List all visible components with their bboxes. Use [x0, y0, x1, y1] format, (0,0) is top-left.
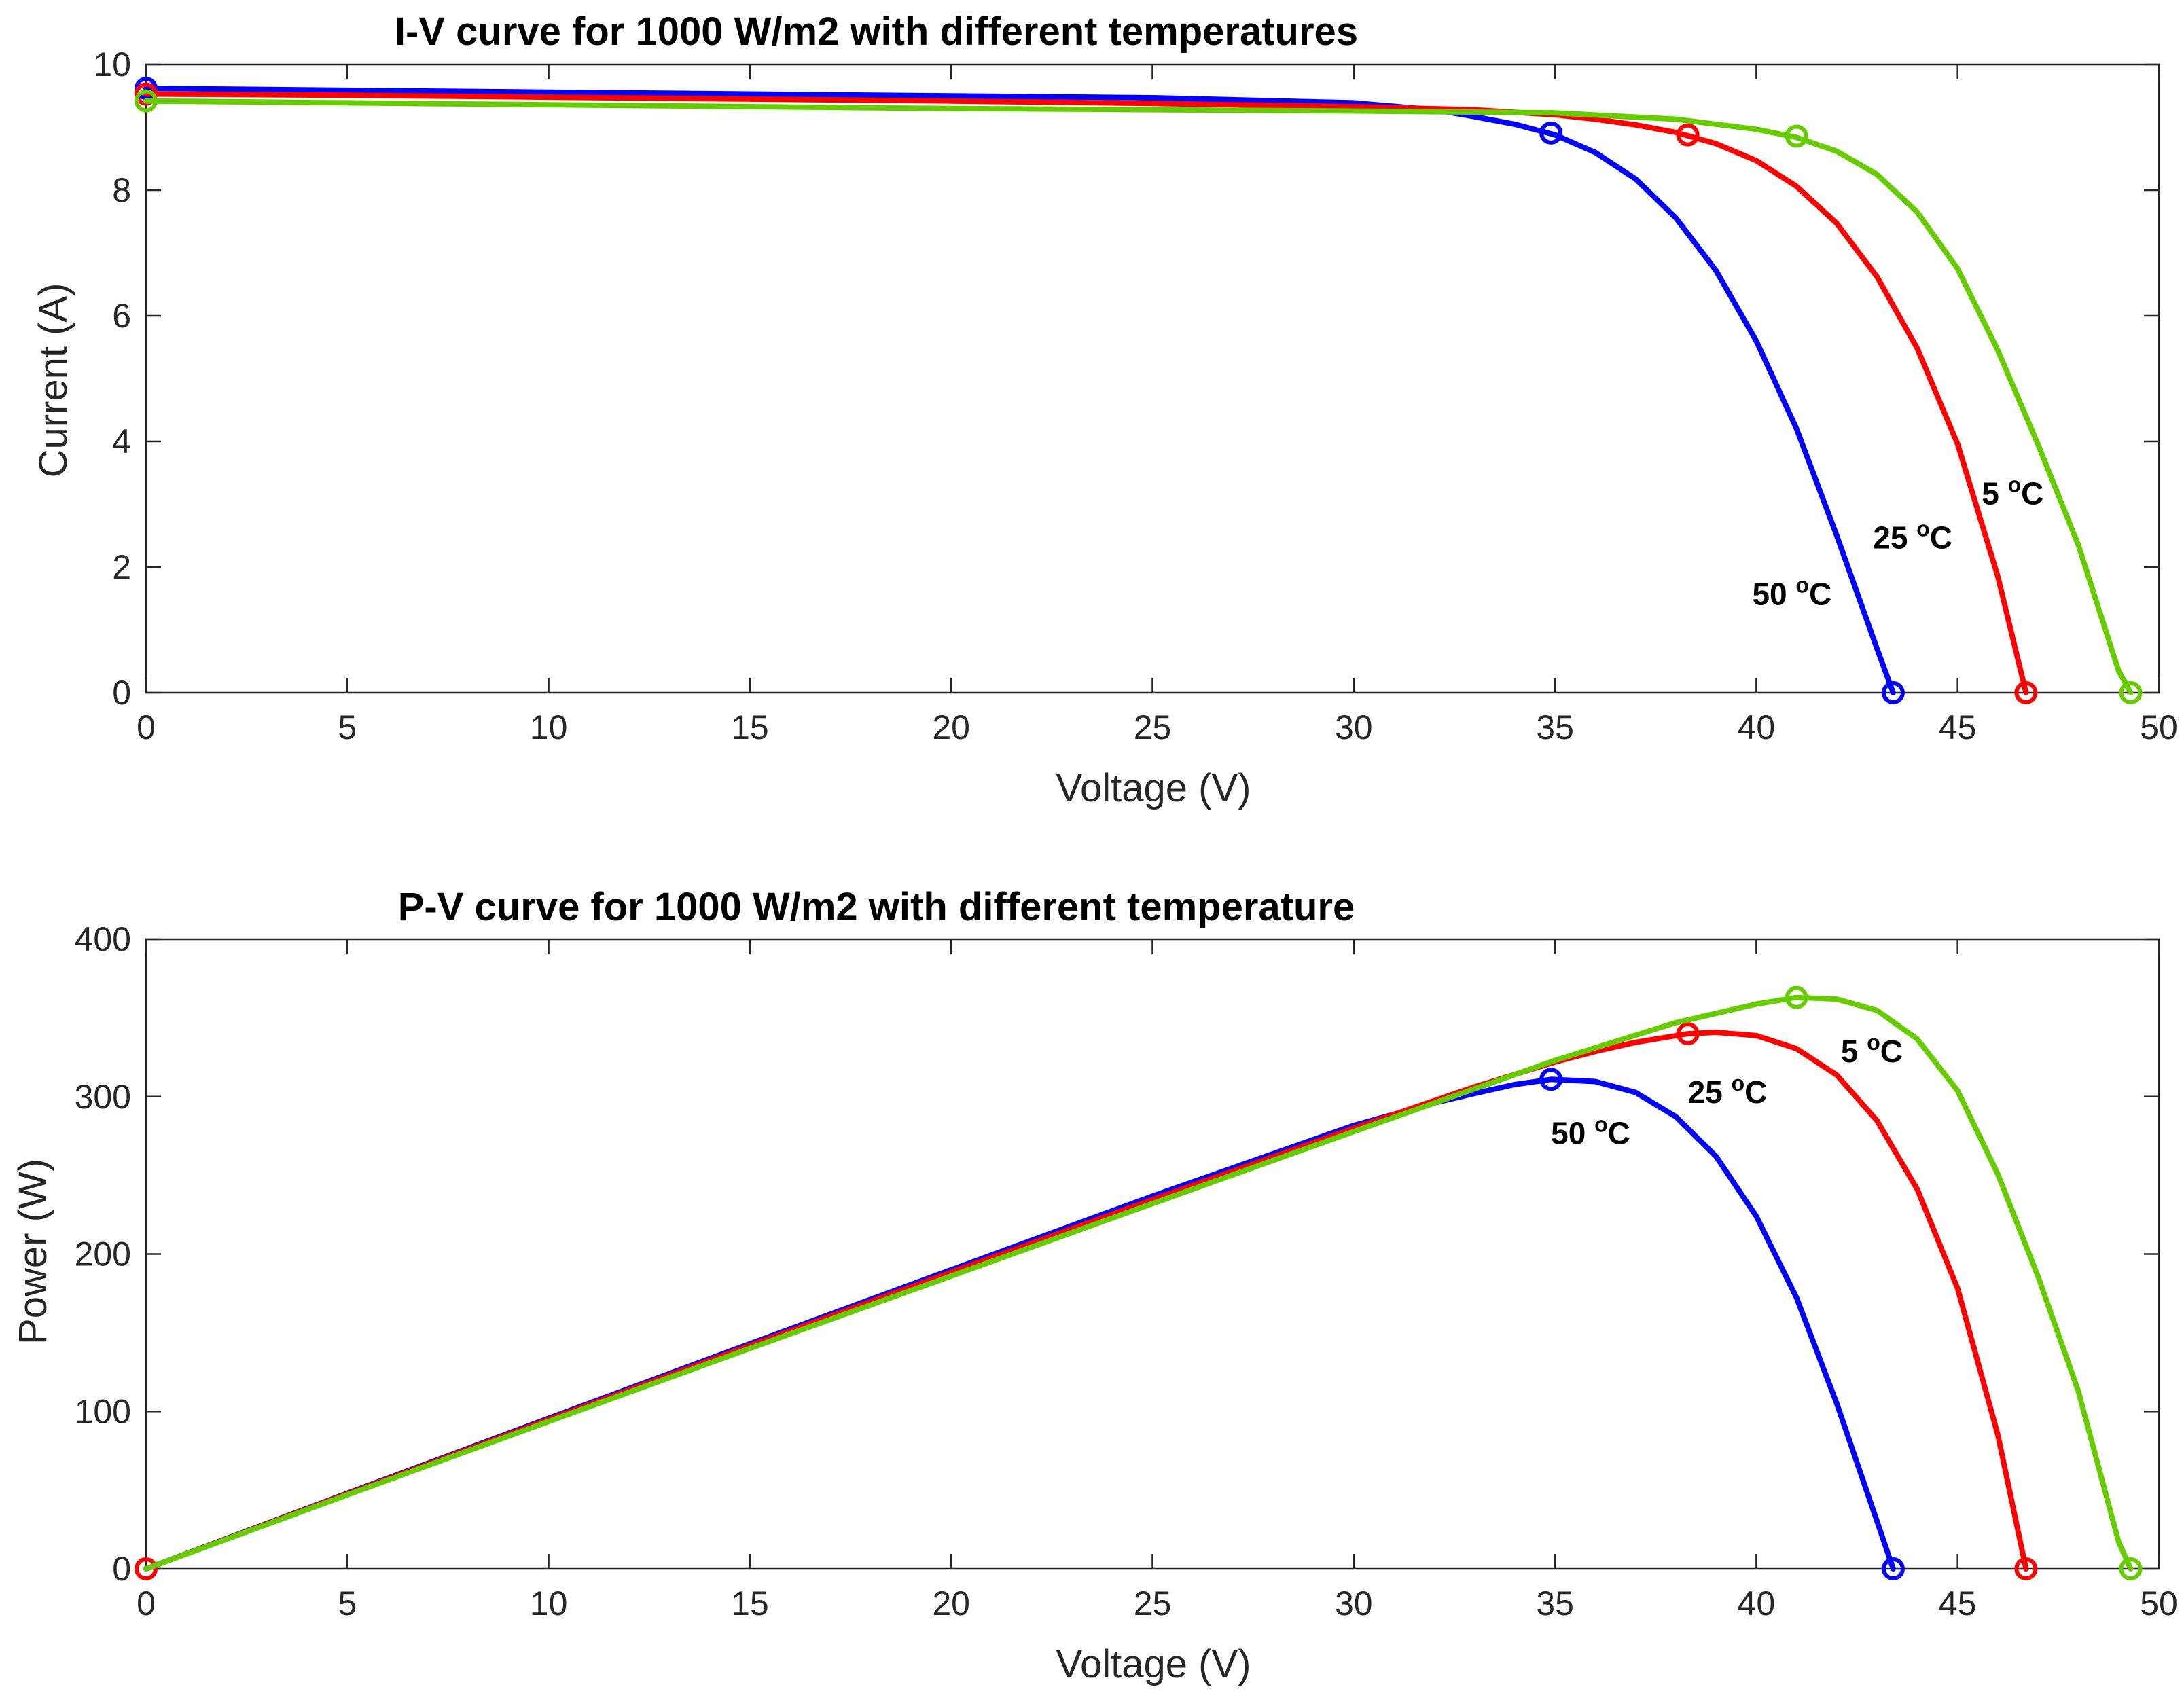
iv-y-tick-label: 0 [112, 674, 131, 712]
pv-x-axis-label: Voltage (V) [1056, 1642, 1251, 1686]
iv-marker-50c [1539, 121, 1563, 145]
pv-marker-5c [1785, 985, 1808, 1009]
pv-x-tick-label: 40 [1738, 1584, 1776, 1622]
iv-marker-5c [2119, 681, 2143, 704]
pv-x-tick-label: 10 [530, 1584, 568, 1622]
pv-series-line-25c [143, 1030, 2029, 1572]
iv-series-line-5c [143, 98, 2134, 695]
pv-annotation: 5 oC [1841, 1030, 1903, 1069]
pv-x-tick-label: 35 [1536, 1584, 1574, 1622]
pv-marker-25c [2014, 1557, 2038, 1580]
pv-x-tick-label: 25 [1134, 1584, 1172, 1622]
iv-x-axis-label: Voltage (V) [1056, 766, 1251, 810]
pv-x-tick-label: 30 [1335, 1584, 1373, 1622]
pv-marker-50c [1539, 1068, 1563, 1091]
iv-axes-box [145, 63, 2160, 694]
iv-annotations: 50 oC 25 oC 5 oC [1752, 473, 2043, 612]
iv-chart: 0 5 10 15 20 25 30 35 40 45 50 0 2 4 6 8 10 50 oC 25 oC 5 … [31, 10, 2178, 810]
iv-x-tick-label: 20 [932, 708, 970, 746]
iv-y-tick-label: 8 [112, 171, 131, 209]
pv-y-tick-label: 200 [75, 1235, 131, 1273]
iv-y-axis-label: Current (A) [31, 283, 75, 478]
iv-chart-title: I-V curve for 1000 W/m2 with different t… [395, 10, 1358, 54]
pv-chart-title: P-V curve for 1000 W/m2 with different t… [398, 885, 1355, 929]
pv-annotations: 50 oC 25 oC 5 oC [1551, 1030, 1903, 1151]
pv-ticks: 0 5 10 15 20 25 30 35 40 45 50 0 100 200 300 400 [75, 920, 2178, 1622]
pv-axes-box [145, 938, 2160, 1570]
iv-x-tick-label: 0 [137, 708, 156, 746]
iv-series-line-25c [143, 91, 2029, 695]
iv-marker-25c [1676, 123, 1700, 147]
iv-x-tick-label: 30 [1335, 708, 1373, 746]
iv-y-tick-label: 10 [93, 46, 131, 84]
pv-marker-5c [2119, 1557, 2143, 1580]
iv-x-tick-label: 25 [1134, 708, 1172, 746]
iv-marker-5c [135, 89, 158, 113]
pv-annotation: 25 oC [1688, 1071, 1768, 1110]
iv-y-tick-label: 2 [112, 548, 131, 586]
iv-x-tick-label: 35 [1536, 708, 1574, 746]
iv-marker-5c [1785, 124, 1808, 148]
iv-annotation: 50 oC [1752, 573, 1831, 612]
pv-chart: 0 5 10 15 20 25 30 35 40 45 50 0 100 200 300 400 50 oC 2… [11, 885, 2178, 1686]
pv-marker-50c [1881, 1557, 1905, 1580]
iv-x-tick-label: 15 [731, 708, 769, 746]
iv-x-tick-label: 45 [1939, 708, 1977, 746]
iv-annotation: 5 oC [1982, 473, 2043, 511]
iv-x-tick-label: 10 [530, 708, 568, 746]
iv-x-tick-label: 50 [2140, 708, 2178, 746]
pv-x-tick-label: 15 [731, 1584, 769, 1622]
pv-annotation: 50 oC [1551, 1112, 1630, 1150]
pv-marker-25c [135, 1557, 158, 1580]
pv-y-tick-label: 0 [112, 1550, 131, 1588]
pv-series [135, 985, 2143, 1580]
iv-x-tick-label: 5 [338, 708, 357, 746]
iv-series-line-50c [143, 86, 1896, 695]
iv-annotation: 25 oC [1873, 516, 1952, 555]
pv-x-tick-label: 50 [2140, 1584, 2178, 1622]
iv-x-tick-label: 40 [1738, 708, 1776, 746]
iv-plot-area [145, 63, 2160, 694]
pv-series-line-5c [143, 994, 2134, 1572]
iv-marker-25c [2014, 681, 2038, 704]
iv-y-tick-label: 4 [112, 422, 131, 460]
pv-x-tick-label: 45 [1939, 1584, 1977, 1622]
pv-plot-area [145, 938, 2160, 1570]
iv-y-tick-label: 6 [112, 297, 131, 335]
iv-ticks: 0 5 10 15 20 25 30 35 40 45 50 0 2 4 6 8 10 [93, 46, 2177, 746]
pv-marker-25c [1676, 1022, 1700, 1046]
pv-y-tick-label: 300 [75, 1078, 131, 1116]
iv-series [135, 77, 2143, 704]
pv-y-tick-label: 100 [75, 1392, 131, 1430]
pv-x-tick-label: 0 [137, 1584, 156, 1622]
pv-y-axis-label: Power (W) [11, 1159, 55, 1345]
iv-marker-50c [1881, 681, 1905, 704]
pv-x-tick-label: 20 [932, 1584, 970, 1622]
pv-x-tick-label: 5 [338, 1584, 357, 1622]
pv-y-tick-label: 400 [75, 920, 131, 958]
